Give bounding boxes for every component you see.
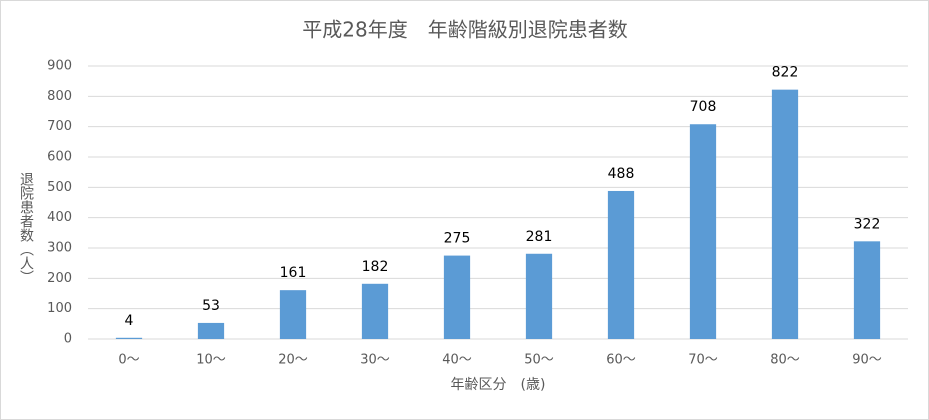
y-tick-label: 200 [47,271,72,286]
bar [853,241,881,339]
bar [279,290,307,339]
data-label: 708 [690,99,717,115]
y-tick-label: 600 [47,150,72,165]
chart-title: 平成28年度 年齢階級別退院患者数 [302,18,627,42]
x-tick-label: 80〜 [770,353,800,368]
x-tick-label: 90〜 [852,353,882,368]
data-label: 488 [608,166,635,182]
data-label: 161 [280,265,307,281]
y-tick-label: 500 [47,180,72,195]
data-label: 281 [526,229,553,245]
y-tick-label: 100 [47,301,72,316]
y-tick-label: 300 [47,241,72,256]
y-axis-label: 退院患者数（人） [18,172,34,284]
x-tick-label: 10〜 [196,353,226,368]
x-axis-label: 年齢区分 (歳) [451,377,546,393]
x-tick-label: 30〜 [360,353,390,368]
bar [115,337,143,339]
x-tick-label: 60〜 [606,353,636,368]
x-tick-label: 0〜 [118,353,139,368]
bar [689,124,717,340]
bar [443,255,471,339]
x-tick-label: 50〜 [524,353,554,368]
y-tick-label: 800 [47,89,72,104]
bar [525,253,553,339]
x-tick-label: 40〜 [442,353,472,368]
data-label: 182 [362,259,389,275]
bar [771,89,799,339]
data-label: 822 [772,65,799,81]
data-label: 53 [202,298,220,314]
y-tick-label: 700 [47,119,72,134]
x-tick-label: 70〜 [688,353,718,368]
data-label: 275 [444,231,471,247]
bar [607,190,635,339]
y-tick-label: 900 [47,59,72,74]
y-tick-label: 400 [47,210,72,225]
data-label: 322 [854,216,881,232]
y-tick-label: 0 [64,332,72,347]
x-tick-label: 20〜 [278,353,308,368]
bar [197,322,225,339]
bar [361,283,389,339]
data-label: 4 [125,313,134,329]
